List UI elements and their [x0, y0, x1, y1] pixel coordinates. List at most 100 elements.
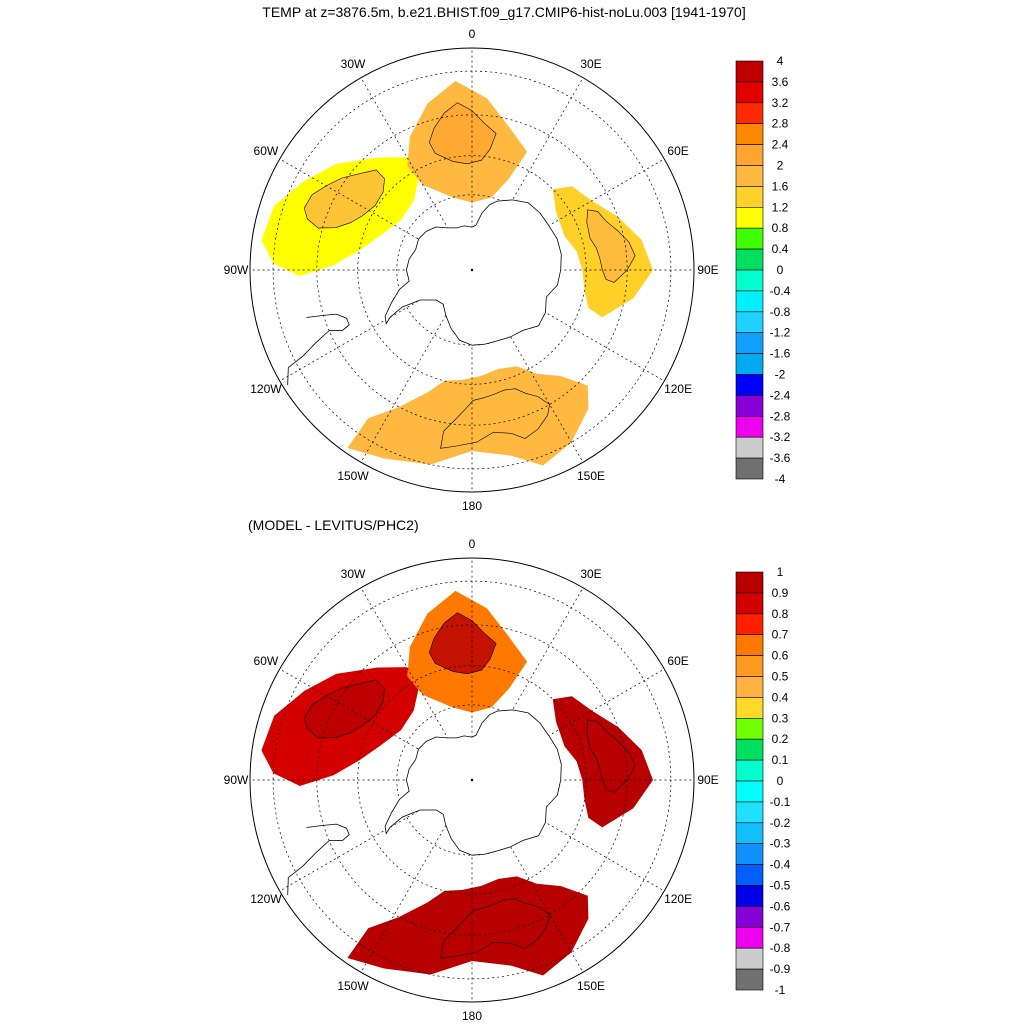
longitude-label: 0: [469, 537, 476, 551]
colorbar-tick-label: -0.4: [770, 284, 791, 298]
colorbar-swatch: [735, 947, 764, 970]
colorbar-tick-label: 3.2: [772, 96, 789, 110]
colorbar-tick-label: 3.6: [772, 75, 789, 89]
colorbar-tick-label: -2.4: [770, 388, 791, 402]
colorbar-tick-label: -0.4: [770, 858, 791, 872]
colorbar-swatch: [735, 415, 764, 438]
longitude-label: 30W: [341, 57, 366, 71]
meridian-line: [482, 587, 584, 761]
colorbar-tick-label: 0.4: [772, 690, 789, 704]
colorbar-tick-label: -1.2: [770, 326, 791, 340]
longitude-label: 60W: [254, 144, 279, 158]
colorbar-tick-label: -0.8: [770, 941, 791, 955]
colorbar-swatch: [735, 395, 764, 417]
colorbar-tick-label: 4: [777, 54, 784, 68]
colorbar-swatch: [735, 436, 764, 459]
longitude-label: 60E: [667, 654, 688, 668]
colorbar-tick-label: 0.8: [772, 221, 789, 235]
map-frame: [249, 47, 695, 493]
colorbar-swatch: [735, 906, 764, 928]
colorbar-swatch: [735, 655, 764, 677]
colorbar-swatch: [735, 207, 764, 229]
colorbar-swatch: [735, 717, 764, 740]
colorbar-swatch: [735, 571, 764, 594]
colorbar-swatch: [735, 144, 764, 166]
colorbar-tick-label: -0.7: [770, 920, 791, 934]
meridian-line: [360, 289, 462, 463]
longitude-label: 30E: [580, 567, 601, 581]
meridian-line: [482, 77, 584, 251]
colorbar-tick-label: 0.7: [772, 628, 789, 642]
longitude-label: 150W: [337, 469, 369, 483]
longitude-label: 150W: [337, 979, 369, 993]
colorbar-swatch: [735, 60, 764, 83]
south-pole-marker: [470, 268, 474, 272]
longitude-label: 120E: [664, 892, 692, 906]
colorbar-swatch: [735, 81, 764, 104]
colorbar-1: 4 3.6 3.2 2.8 2.4 2 1.6 1.2 0.8 0.4 0 -0.4 -0.8 -1.2 -…: [735, 54, 791, 486]
meridian-line: [360, 77, 462, 251]
meridian-line: [360, 587, 462, 761]
colorbar-tick-label: -0.5: [770, 879, 791, 893]
colorbar-swatch: [735, 864, 764, 886]
colorbar-tick-label: -3.2: [770, 430, 791, 444]
colorbar-tick-label: 0: [777, 263, 784, 277]
longitude-label: 30W: [341, 567, 366, 581]
colorbar-swatch: [735, 290, 764, 313]
colorbar-swatch: [735, 822, 764, 844]
colorbar-tick-label: 0.6: [772, 649, 789, 663]
antarctica-coastline: [384, 709, 562, 856]
colorbar-swatch: [735, 843, 764, 865]
colorbar-tick-label: 0.5: [772, 670, 789, 684]
longitude-label: 90W: [224, 773, 249, 787]
colorbar-swatch: [735, 165, 764, 187]
data-region-peak: [440, 898, 550, 959]
bottom-map-title: (MODEL - LEVITUS/PHC2): [248, 517, 419, 533]
longitude-label: 90E: [697, 773, 718, 787]
colorbar-tick-label: -0.6: [770, 899, 791, 913]
colorbar-tick-label: 1.6: [772, 179, 789, 193]
longitude-label: 90E: [697, 263, 718, 277]
colorbar-swatch: [735, 269, 764, 292]
colorbar-swatch: [735, 457, 764, 480]
panels: 0 30E 60E 90E 120E 150E 180 150W 120W 90W 60W 30W 4 3…: [224, 27, 791, 1023]
colorbar-tick-label: 0.4: [772, 242, 789, 256]
meridian-line: [279, 790, 453, 892]
colorbar-tick-label: 0.1: [772, 753, 789, 767]
meridian-line: [360, 799, 462, 973]
data-region-peak: [428, 102, 497, 165]
colorbar-tick-label: -2: [775, 368, 786, 382]
data-region-peak: [303, 679, 385, 739]
colorbar-tick-label: -1: [775, 983, 786, 997]
map-panel-1: 0 30E 60E 90E 120E 150E 180 150W 120W 90W 60W 30W: [224, 27, 719, 513]
data-region-peak: [586, 209, 636, 283]
colorbar-swatch: [735, 801, 764, 824]
colorbar-swatch: [735, 186, 764, 208]
data-region-peak: [428, 612, 497, 675]
colorbar-tick-label: 0.8: [772, 607, 789, 621]
colorbar-swatch: [735, 248, 764, 271]
colorbar-swatch: [735, 592, 764, 615]
meridian-line: [279, 668, 453, 770]
south-america-coastline: [287, 823, 350, 896]
map-frame: [249, 557, 695, 1003]
colorbar-tick-label: 0.9: [772, 586, 789, 600]
meridian-line: [491, 668, 665, 770]
south-pole-marker: [470, 778, 474, 782]
longitude-label: 60E: [667, 144, 688, 158]
colorbar-swatch: [735, 634, 764, 656]
colorbar-tick-label: -1.6: [770, 347, 791, 361]
colorbar-tick-label: -3.6: [770, 451, 791, 465]
colorbar-swatch: [735, 885, 764, 907]
colorbar-tick-label: -0.9: [770, 962, 791, 976]
colorbar-tick-label: -0.1: [770, 795, 791, 809]
colorbar-swatch: [735, 968, 764, 991]
colorbar-tick-label: 2: [777, 159, 784, 173]
meridian-line: [482, 289, 584, 463]
colorbar-swatch: [735, 926, 764, 949]
meridian-line: [279, 280, 453, 382]
meridian-line: [491, 790, 665, 892]
colorbar-swatch: [735, 332, 764, 354]
colorbar-tick-label: 2.4: [772, 138, 789, 152]
